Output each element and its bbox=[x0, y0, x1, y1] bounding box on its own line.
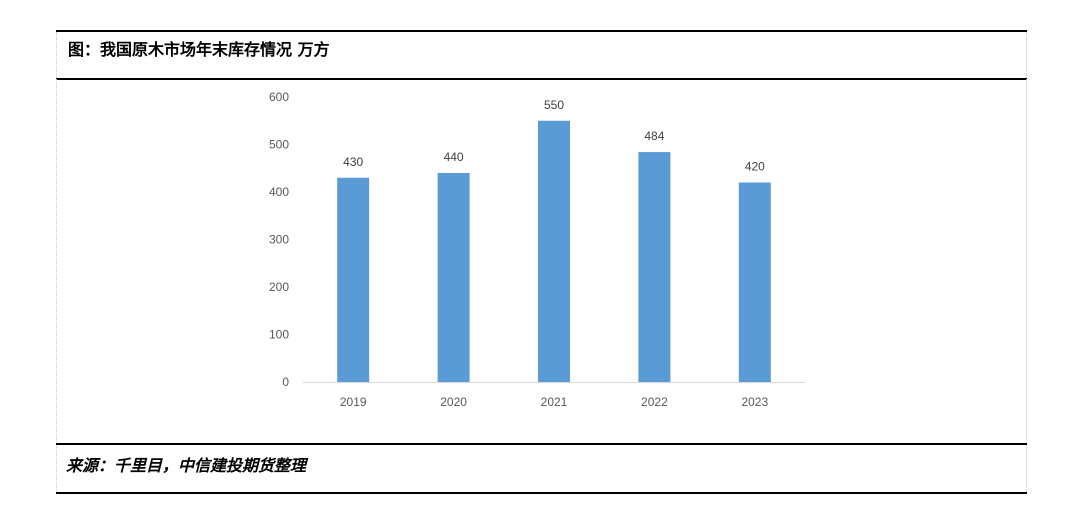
x-tick-label-2021: 2021 bbox=[541, 395, 568, 409]
bar-2019 bbox=[337, 177, 370, 382]
y-tick-label: 200 bbox=[269, 280, 289, 294]
header-rule bbox=[56, 78, 1027, 80]
y-tick-label: 0 bbox=[282, 375, 289, 389]
y-tick-label: 300 bbox=[269, 233, 289, 247]
y-tick-label: 400 bbox=[269, 185, 289, 199]
bar-2022 bbox=[638, 152, 671, 382]
x-axis: 2019 2020 2021 2022 2023 bbox=[303, 382, 805, 409]
x-tick-label-2022: 2022 bbox=[641, 395, 668, 409]
left-border bbox=[56, 32, 57, 492]
bars-group: 430 440 550 484 420 bbox=[337, 98, 771, 382]
y-axis: 0 100 200 300 400 500 600 bbox=[269, 90, 289, 389]
data-label-2022: 484 bbox=[644, 129, 664, 143]
bar-2020 bbox=[437, 173, 470, 382]
data-label-2021: 550 bbox=[544, 98, 564, 112]
y-tick-label: 100 bbox=[269, 328, 289, 342]
y-tick-label: 600 bbox=[269, 90, 289, 104]
bar-2023 bbox=[738, 182, 771, 382]
source-note: 来源：千里目，中信建投期货整理 bbox=[66, 456, 307, 475]
x-tick-label-2023: 2023 bbox=[741, 395, 768, 409]
data-label-2023: 420 bbox=[745, 160, 765, 174]
right-border bbox=[1026, 32, 1027, 492]
x-tick-label-2019: 2019 bbox=[340, 395, 367, 409]
data-label-2020: 440 bbox=[444, 150, 464, 164]
top-rule bbox=[56, 30, 1027, 32]
data-label-2019: 430 bbox=[343, 155, 363, 169]
bottom-rule bbox=[56, 492, 1027, 494]
x-tick-label-2020: 2020 bbox=[440, 395, 467, 409]
footer-rule bbox=[56, 443, 1027, 445]
figure-title: 图：我国原木市场年末库存情况 万方 bbox=[68, 40, 330, 59]
bar-2021 bbox=[538, 120, 570, 382]
y-tick-label: 500 bbox=[269, 138, 289, 152]
